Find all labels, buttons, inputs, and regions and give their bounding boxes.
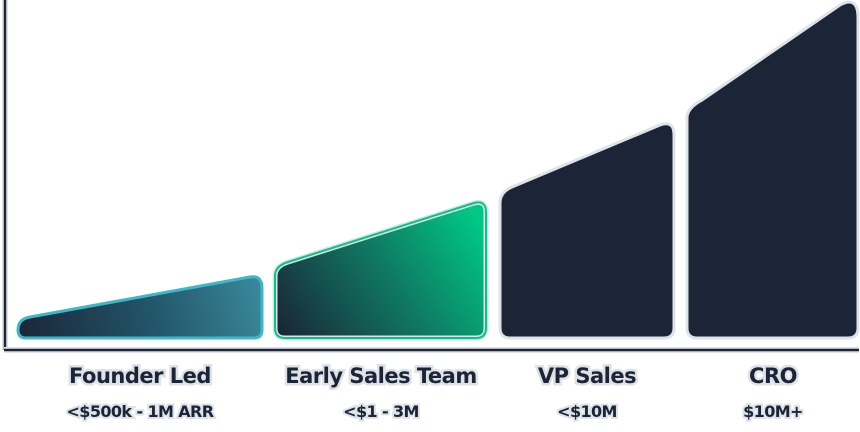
stage-subtitle-vp-sales: <$10M [555, 400, 619, 423]
stage-title-early-sales-team: Early Sales Team [283, 362, 480, 391]
stage-shape-vp-sales [498, 122, 676, 340]
stage-shape-cro [685, 0, 860, 340]
stage-shape-early-sales-team [272, 199, 489, 341]
stage-shape-founder-led [16, 275, 264, 340]
axis-lines [2, 0, 859, 353]
stage-title-founder-led: Founder Led [67, 362, 214, 391]
stage-title-cro: CRO [747, 362, 800, 391]
stage-subtitle-cro: $10M+ [741, 400, 805, 423]
stage-title-vp-sales: VP Sales [535, 362, 639, 391]
stage-shape-early-sales-team-edge [274, 201, 487, 339]
stage-subtitle-early-sales-team: <$1 - 3M [341, 400, 421, 423]
stage-subtitle-founder-led: <$500k - 1M ARR [64, 400, 216, 423]
